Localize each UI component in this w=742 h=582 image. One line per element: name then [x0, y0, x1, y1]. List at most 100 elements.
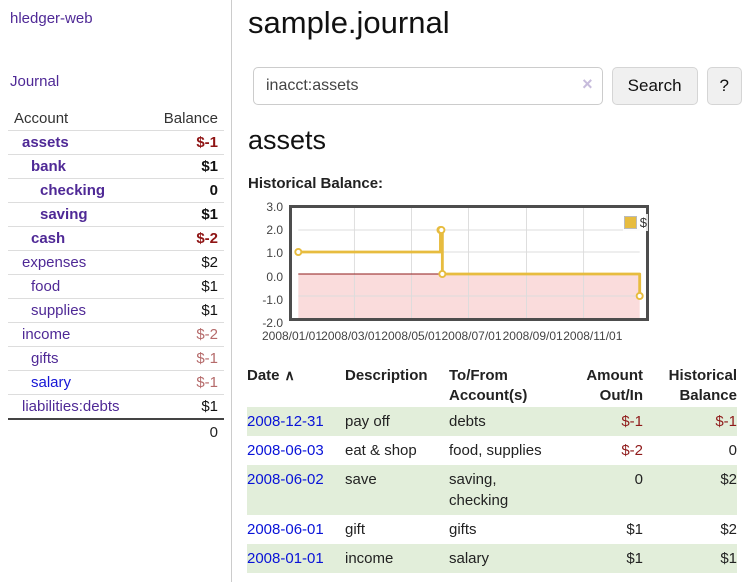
search-form: × Search ?: [248, 67, 742, 105]
account-link[interactable]: gifts: [31, 350, 59, 367]
account-row: gifts $-1: [8, 346, 224, 371]
account-link[interactable]: bank: [31, 158, 67, 175]
y-tick-label: -1.0: [262, 292, 283, 307]
y-tick-label: 3.0: [266, 200, 283, 214]
accounts-table: Account Balance assets $-1 bank $1 check…: [8, 107, 224, 445]
transaction-balance: $1: [720, 550, 737, 567]
search-input[interactable]: [253, 67, 603, 105]
transaction-row: 2008-06-03 eat & shop food, supplies $-2…: [247, 436, 737, 465]
brand-link[interactable]: hledger-web: [10, 10, 93, 27]
chart-legend: $: [622, 214, 648, 231]
x-tick-label: 2008/03/01: [321, 329, 382, 343]
accounts-total-balance: 0: [209, 424, 218, 441]
account-link[interactable]: food: [31, 278, 61, 295]
transaction-row: 2008-01-01 income salary $1 $1: [247, 544, 737, 573]
transaction-accounts: debts: [449, 413, 486, 430]
x-tick-label: 2008/11/01: [563, 329, 623, 343]
accounts-total-row: 0: [8, 419, 224, 445]
main-panel: sample.journal × Search ? assets Histori…: [233, 0, 742, 582]
transaction-row: 2008-06-02 save saving, checking 0 $2: [247, 465, 737, 515]
account-balance: $1: [201, 278, 218, 295]
account-link[interactable]: salary: [31, 374, 72, 391]
search-box: ×: [253, 67, 603, 105]
transaction-description: eat & shop: [345, 442, 417, 459]
help-button[interactable]: ?: [706, 67, 742, 105]
transaction-balance: $2: [720, 521, 737, 538]
x-tick-label: 2008/05/01: [381, 329, 442, 343]
account-link[interactable]: saving: [40, 206, 88, 223]
transaction-accounts: gifts: [449, 521, 477, 538]
transaction-description: save: [345, 471, 377, 488]
transaction-date-link[interactable]: 2008-06-02: [247, 471, 324, 488]
th-description: Description: [345, 367, 428, 384]
account-link[interactable]: checking: [40, 182, 106, 199]
transaction-row: 2008-06-01 gift gifts $1 $2: [247, 515, 737, 544]
th-date[interactable]: Date ∧: [247, 367, 295, 384]
account-link[interactable]: income: [22, 326, 71, 343]
accounts-header-account: Account: [14, 110, 69, 127]
account-row: food $1: [8, 274, 224, 299]
page-title: sample.journal: [248, 5, 450, 40]
transactions-table: Date ∧ Description To/From Account(s) Amo…: [247, 364, 737, 573]
transaction-date-link[interactable]: 2008-01-01: [247, 550, 324, 567]
x-tick-label: 2008/07/01: [441, 329, 502, 343]
search-button[interactable]: Search: [611, 67, 698, 105]
account-heading: assets: [248, 125, 327, 155]
transaction-description: income: [345, 550, 394, 567]
account-balance: $-2: [196, 326, 218, 343]
transactions-body: 2008-12-31 pay off debts $-1 $-1 2008-06…: [247, 407, 737, 573]
accounts-table-body: assets $-1 bank $1 checking 0 saving $1 …: [8, 130, 224, 420]
transaction-date-link[interactable]: 2008-06-01: [247, 521, 324, 538]
transaction-balance: 0: [728, 442, 737, 459]
x-tick-label: 2008/01/01: [261, 329, 323, 343]
account-row: supplies $1: [8, 298, 224, 323]
th-historical-balance: Historical Balance: [668, 367, 737, 404]
transaction-accounts: food, supplies: [449, 442, 542, 459]
transaction-balance: $-1: [715, 413, 737, 430]
y-tick-label: 1.0: [266, 246, 283, 261]
account-link[interactable]: assets: [22, 134, 69, 151]
account-row: salary $-1: [8, 370, 224, 395]
transaction-description: gift: [345, 521, 366, 538]
transaction-date-link[interactable]: 2008-12-31: [247, 413, 324, 430]
account-row: cash $-2: [8, 226, 224, 251]
balance-chart: 3.0 2.0 1.0 0.0 -1.0 -2.0 2008/01/01 2008/03/0…: [262, 200, 655, 347]
y-tick-label: 2.0: [266, 223, 283, 238]
account-row: checking 0: [8, 178, 224, 203]
x-tick-label: 2008/09/01: [502, 329, 563, 343]
transaction-balance: $2: [720, 471, 737, 488]
transaction-description: pay off: [345, 413, 390, 430]
legend-swatch-icon: [623, 216, 637, 229]
account-link[interactable]: expenses: [22, 254, 87, 271]
sidebar: hledger-web Journal Account Balance asse…: [0, 0, 232, 582]
clear-search-icon[interactable]: ×: [582, 74, 593, 94]
transaction-amount: $1: [626, 521, 643, 538]
account-link[interactable]: supplies: [31, 302, 87, 319]
account-link[interactable]: liabilities:debts: [22, 398, 120, 415]
transaction-amount: $1: [626, 550, 643, 567]
account-link[interactable]: cash: [31, 230, 66, 247]
account-balance: $-2: [196, 230, 218, 247]
account-row: expenses $2: [8, 250, 224, 275]
th-tofrom-accounts: To/From Account(s): [449, 367, 528, 404]
legend-label: $: [639, 215, 647, 230]
transaction-amount: $-1: [621, 413, 643, 430]
account-balance: $1: [201, 398, 218, 415]
y-tick-label: 0.0: [266, 269, 283, 284]
transaction-amount: $-2: [621, 442, 643, 459]
chart-plot-area[interactable]: [289, 205, 649, 321]
transaction-accounts: saving, checking: [449, 471, 509, 509]
account-balance: 0: [209, 182, 218, 199]
account-balance: $-1: [196, 374, 218, 391]
sidebar-item-journal[interactable]: Journal: [10, 73, 60, 90]
account-balance: $1: [201, 302, 218, 319]
transaction-row: 2008-12-31 pay off debts $-1 $-1: [247, 407, 737, 436]
account-row: assets $-1: [8, 130, 224, 155]
transaction-date-link[interactable]: 2008-06-03: [247, 442, 324, 459]
account-row: liabilities:debts $1: [8, 394, 224, 420]
transaction-accounts: salary: [449, 550, 490, 567]
accounts-header-balance: Balance: [163, 110, 218, 127]
chart-title: Historical Balance:: [248, 175, 384, 192]
account-balance: $-1: [196, 350, 218, 367]
